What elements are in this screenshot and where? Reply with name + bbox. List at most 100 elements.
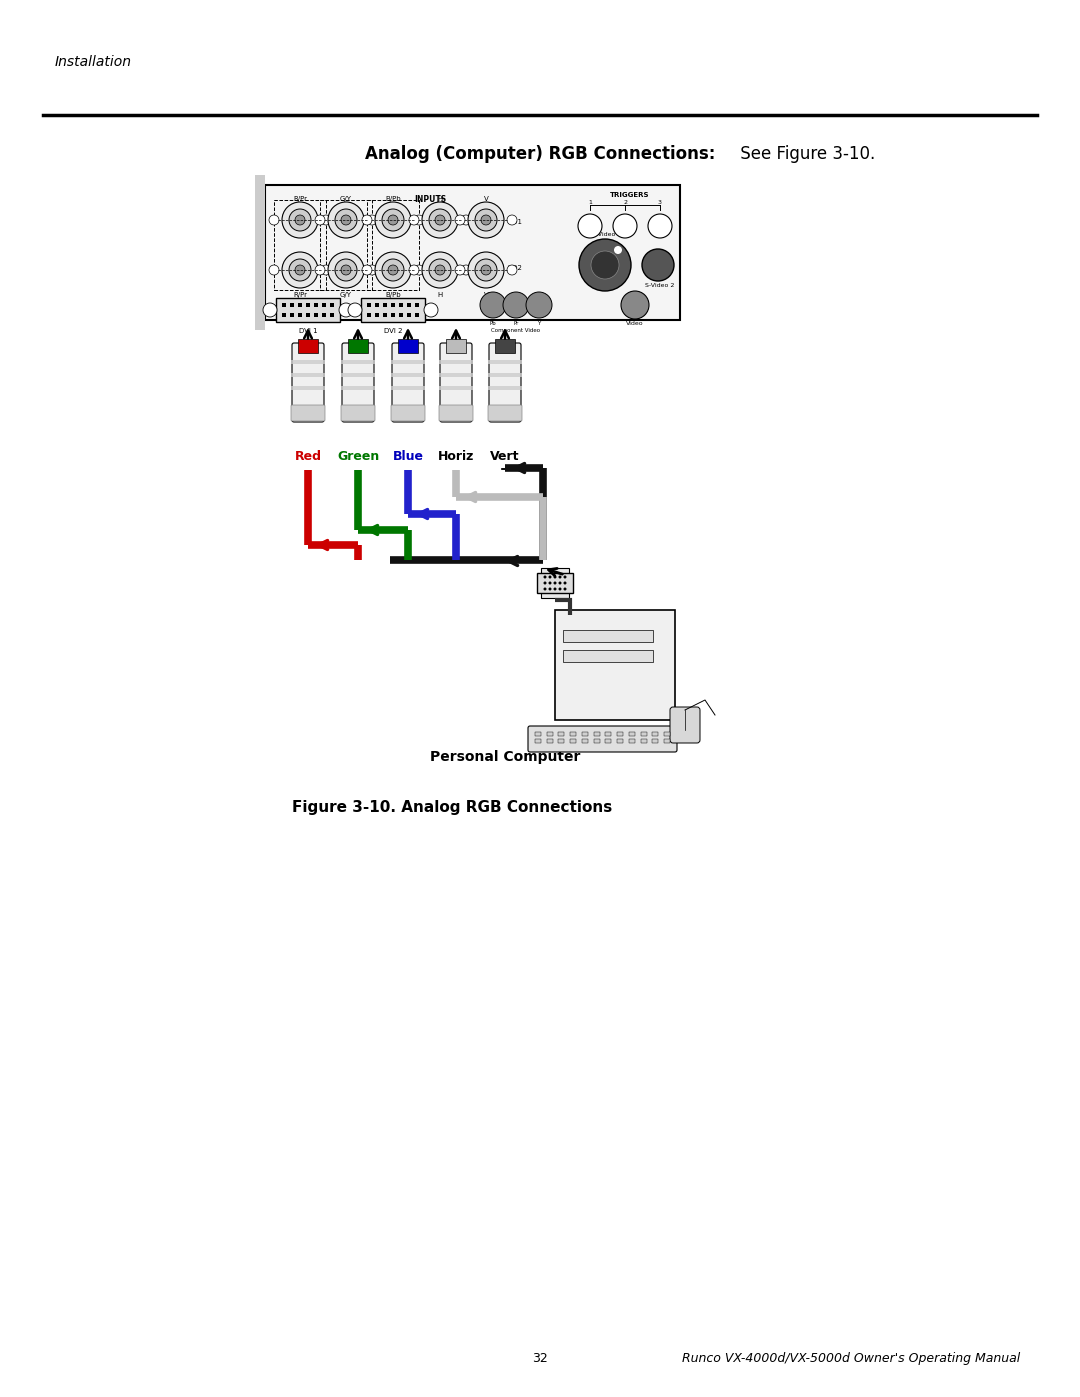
Text: V: V: [484, 292, 488, 298]
Circle shape: [388, 265, 399, 275]
Text: B/Pb: B/Pb: [386, 196, 401, 203]
Circle shape: [543, 581, 546, 584]
Circle shape: [269, 265, 279, 275]
Bar: [640, 739, 647, 743]
Circle shape: [455, 265, 465, 275]
Circle shape: [339, 303, 353, 317]
Bar: [367, 313, 372, 317]
Bar: [399, 303, 403, 307]
Circle shape: [621, 291, 649, 319]
Bar: [582, 732, 588, 736]
Bar: [291, 303, 294, 307]
Circle shape: [429, 258, 451, 281]
Circle shape: [543, 588, 546, 591]
Text: HD1: HD1: [507, 219, 522, 225]
Circle shape: [526, 292, 552, 319]
Circle shape: [613, 214, 637, 237]
Bar: [291, 313, 294, 317]
Circle shape: [341, 215, 351, 225]
Bar: [391, 313, 395, 317]
Bar: [664, 739, 670, 743]
Text: H: H: [437, 196, 443, 203]
Circle shape: [558, 576, 562, 578]
FancyBboxPatch shape: [670, 707, 700, 743]
Bar: [298, 339, 318, 353]
Circle shape: [375, 203, 411, 237]
Bar: [367, 303, 372, 307]
Text: B/Pb: B/Pb: [386, 292, 401, 298]
Text: H: H: [437, 292, 443, 298]
Circle shape: [579, 239, 631, 291]
Circle shape: [543, 576, 546, 578]
Circle shape: [507, 215, 517, 225]
Bar: [446, 339, 465, 353]
Circle shape: [549, 588, 552, 591]
Bar: [375, 313, 379, 317]
Circle shape: [414, 215, 424, 225]
Circle shape: [335, 258, 357, 281]
FancyBboxPatch shape: [489, 344, 521, 422]
Circle shape: [328, 251, 364, 288]
Bar: [291, 373, 325, 377]
Bar: [606, 732, 611, 736]
Circle shape: [429, 210, 451, 231]
Circle shape: [388, 215, 399, 225]
Bar: [282, 303, 286, 307]
Circle shape: [554, 576, 556, 578]
Bar: [330, 313, 334, 317]
Circle shape: [558, 581, 562, 584]
Circle shape: [321, 265, 330, 275]
Text: INPUTS: INPUTS: [414, 196, 446, 204]
Text: S-Video 1: S-Video 1: [592, 232, 621, 237]
Circle shape: [269, 215, 279, 225]
Bar: [488, 373, 522, 377]
Bar: [415, 303, 419, 307]
Bar: [322, 313, 326, 317]
Circle shape: [475, 210, 497, 231]
Bar: [391, 360, 426, 365]
Bar: [488, 360, 522, 365]
Circle shape: [455, 215, 465, 225]
Bar: [399, 313, 403, 317]
Bar: [276, 298, 340, 321]
Circle shape: [315, 265, 325, 275]
Bar: [495, 339, 515, 353]
Bar: [664, 732, 670, 736]
Circle shape: [289, 210, 311, 231]
Bar: [606, 739, 611, 743]
Text: Pb: Pb: [489, 321, 497, 326]
Circle shape: [328, 203, 364, 237]
Circle shape: [578, 214, 602, 237]
Circle shape: [549, 576, 552, 578]
Bar: [629, 739, 635, 743]
Circle shape: [367, 215, 377, 225]
Text: Component Video: Component Video: [491, 328, 541, 332]
Bar: [367, 200, 419, 291]
Text: Runco VX-4000d/VX-5000d Owner's Operating Manual: Runco VX-4000d/VX-5000d Owner's Operatin…: [681, 1352, 1020, 1365]
Bar: [563, 650, 653, 662]
Circle shape: [642, 249, 674, 281]
Circle shape: [409, 265, 419, 275]
FancyBboxPatch shape: [391, 405, 426, 420]
Bar: [255, 175, 265, 330]
Bar: [563, 630, 653, 643]
Circle shape: [481, 265, 491, 275]
Bar: [330, 303, 334, 307]
Bar: [438, 386, 473, 390]
Bar: [535, 732, 541, 736]
Bar: [537, 573, 573, 592]
Circle shape: [422, 203, 458, 237]
Text: Blue: Blue: [392, 450, 423, 462]
Text: G/Y: G/Y: [340, 292, 352, 298]
Circle shape: [648, 214, 672, 237]
Bar: [652, 732, 659, 736]
Text: Pr: Pr: [513, 321, 518, 326]
Circle shape: [507, 265, 517, 275]
Circle shape: [289, 258, 311, 281]
Bar: [582, 739, 588, 743]
FancyBboxPatch shape: [392, 344, 424, 422]
Circle shape: [461, 215, 471, 225]
Bar: [594, 732, 599, 736]
Circle shape: [468, 251, 504, 288]
Bar: [306, 313, 310, 317]
